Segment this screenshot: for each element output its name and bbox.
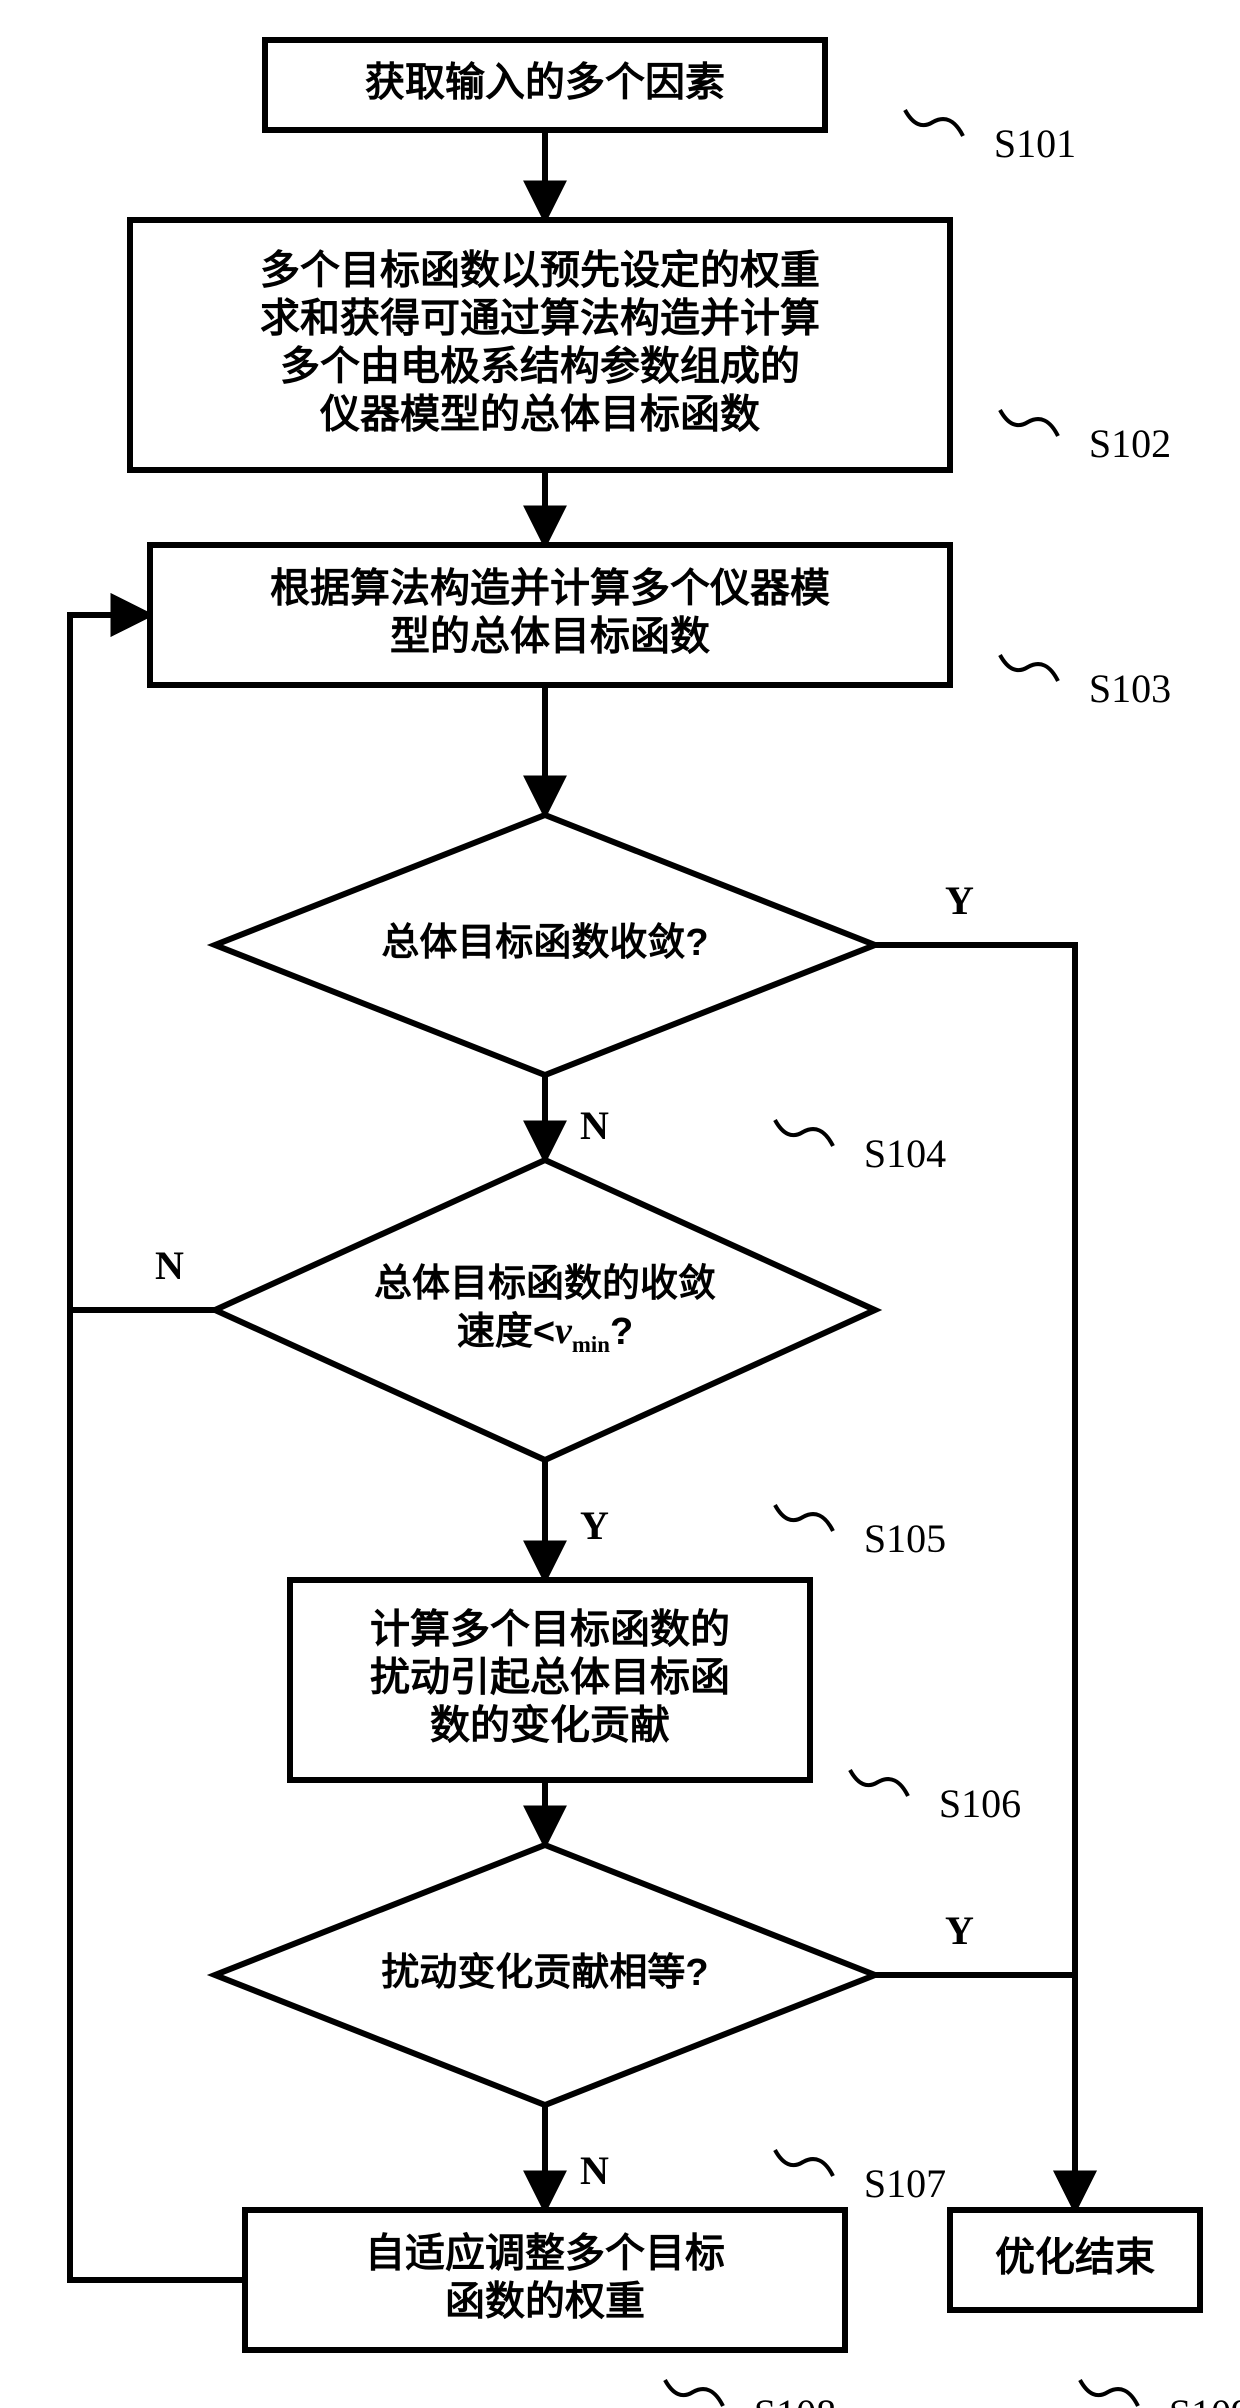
node-s109-line0: 优化结束: [995, 2236, 1155, 2280]
edge-label-e5: Y: [580, 1503, 609, 1548]
edge-label-e104Y: Y: [945, 878, 974, 923]
node-s103-line1: 型的总体目标函数: [390, 615, 710, 659]
edge-e105N: [70, 615, 215, 1310]
node-s102-line0: 多个目标函数以预先设定的权重: [260, 249, 820, 293]
edge-label-e7: N: [580, 2148, 609, 2193]
node-s106-line2: 数的变化贡献: [430, 1704, 670, 1748]
node-s101-squiggle: [905, 110, 963, 136]
node-s105-line0: 总体目标函数的收敛: [374, 1263, 716, 1305]
edge-label-e4: N: [580, 1103, 609, 1148]
node-s103-squiggle: [1000, 655, 1058, 681]
node-s108-label: S108: [754, 2391, 836, 2408]
node-s104-squiggle: [775, 1120, 833, 1146]
node-s103-line0: 根据算法构造并计算多个仪器模: [270, 567, 830, 611]
node-s106-label: S106: [939, 1781, 1021, 1826]
node-s108-line0: 自适应调整多个目标: [365, 2232, 725, 2276]
edge-label-e107Y: Y: [945, 1908, 974, 1953]
node-s106-line1: 扰动引起总体目标函: [370, 1656, 730, 1700]
node-s102-label: S102: [1089, 421, 1171, 466]
edge-label-e105N: N: [155, 1243, 184, 1288]
node-s107-label: S107: [864, 2161, 946, 2206]
node-s108-squiggle: [665, 2380, 723, 2406]
node-s105-label: S105: [864, 1516, 946, 1561]
node-s107-squiggle: [775, 2150, 833, 2176]
node-s102-line2: 多个由电极系结构参数组成的: [280, 345, 800, 389]
node-s106-line0: 计算多个目标函数的: [370, 1608, 730, 1652]
node-s109-squiggle: [1080, 2380, 1138, 2406]
node-s103-label: S103: [1089, 666, 1171, 711]
node-s104-label: S104: [864, 1131, 946, 1176]
node-s105-squiggle: [775, 1505, 833, 1531]
node-s101-line0: 获取输入的多个因素: [365, 61, 725, 105]
node-s106-squiggle: [850, 1770, 908, 1796]
node-s109-label: S109: [1169, 2391, 1240, 2408]
node-s102-squiggle: [1000, 410, 1058, 436]
node-s107-line0: 扰动变化贡献相等?: [381, 1952, 708, 1994]
edge-e108loop: [70, 615, 245, 2280]
node-s104-line0: 总体目标函数收敛?: [381, 922, 708, 964]
node-s101-label: S101: [994, 121, 1076, 166]
node-s102-line1: 求和获得可通过算法构造并计算: [260, 297, 820, 341]
node-s105: [215, 1160, 875, 1460]
node-s102-line3: 仪器模型的总体目标函数: [319, 393, 760, 437]
node-s108-line1: 函数的权重: [445, 2280, 645, 2324]
